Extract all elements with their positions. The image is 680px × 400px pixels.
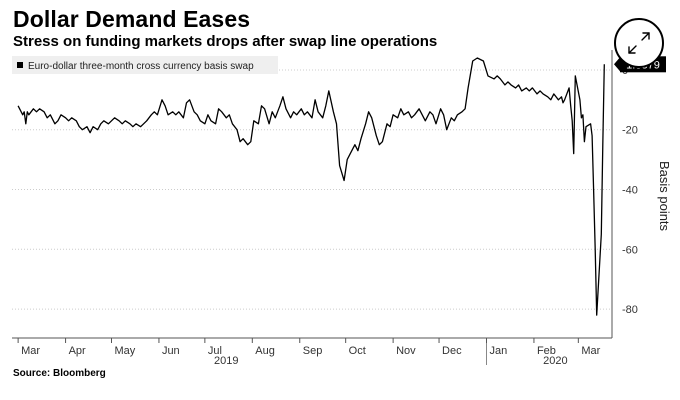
x-tick-label: Mar	[581, 345, 600, 357]
x-tick-label: Dec	[442, 345, 462, 357]
x-tick-label: Jul	[208, 345, 222, 357]
legend-box	[12, 56, 278, 74]
x-tick-label: Mar	[21, 345, 40, 357]
x-tick-label: Apr	[69, 345, 86, 357]
chart-title: Dollar Demand Eases	[13, 6, 251, 32]
legend-label: Euro-dollar three-month cross currency b…	[28, 61, 254, 72]
last-value-pointer	[614, 57, 620, 72]
y-axis-title: Basis points	[657, 161, 672, 232]
legend-swatch	[17, 62, 23, 68]
chart-subtitle: Stress on funding markets drops after sw…	[13, 33, 438, 50]
y-tick-label: -20	[622, 125, 638, 137]
x-tick-label: May	[114, 345, 135, 357]
y-tick-label: -80	[622, 304, 638, 316]
x-tick-label: Aug	[255, 345, 275, 357]
year-label: 2019	[214, 355, 238, 367]
x-tick-label: Jan	[489, 345, 507, 357]
expand-arrows-icon	[628, 32, 650, 54]
x-tick-label: Jun	[162, 345, 180, 357]
y-tick-label: -60	[622, 244, 638, 256]
y-tick-label: -40	[622, 185, 638, 197]
x-tick-label: Feb	[537, 345, 556, 357]
x-tick-label: Nov	[396, 345, 416, 357]
expand-button[interactable]	[614, 18, 664, 68]
source-note: Source: Bloomberg	[13, 368, 106, 379]
x-tick-label: Oct	[349, 345, 366, 357]
series-line	[17, 57, 605, 316]
year-label: 2020	[543, 355, 567, 367]
x-tick-label: Sep	[303, 345, 323, 357]
